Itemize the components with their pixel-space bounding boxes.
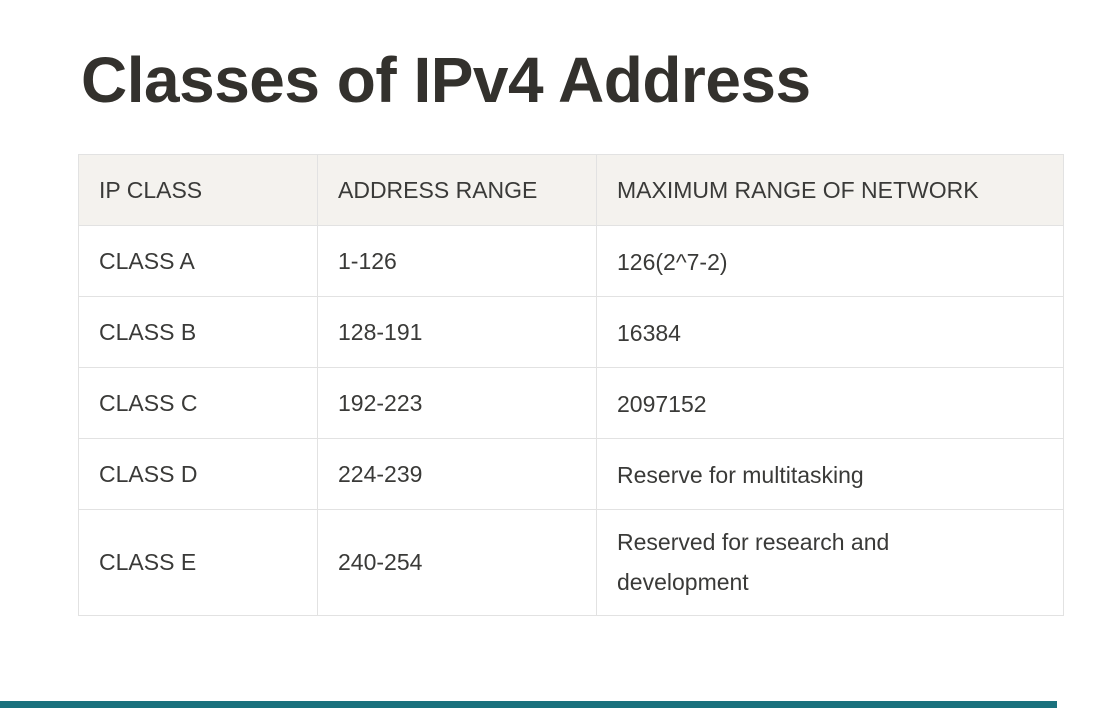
cell-max-range: Reserve for multitasking	[596, 437, 1064, 510]
cell-max-range-text: 2097152	[617, 390, 707, 417]
column-header-ip-class: IP CLASS	[78, 153, 318, 226]
cell-max-range: 16384	[596, 295, 1064, 368]
cell-address-range: 224-239	[317, 437, 597, 510]
cell-address-range: 1-126	[317, 224, 597, 297]
cell-class-name: CLASS D	[78, 437, 318, 510]
cell-address-range: 128-191	[317, 295, 597, 368]
table-row-class-b: CLASS B 128-191 16384	[78, 295, 1064, 368]
bottom-progress-bar	[0, 701, 1057, 708]
content-page: Classes of IPv4 Address IP CLASS ADDRESS…	[78, 44, 1064, 616]
table-row-class-d: CLASS D 224-239 Reserve for multitasking	[78, 437, 1064, 510]
cell-class-name: CLASS E	[78, 508, 318, 616]
ipv4-classes-table: IP CLASS ADDRESS RANGE MAXIMUM RANGE OF …	[78, 153, 1064, 616]
table-header-row: IP CLASS ADDRESS RANGE MAXIMUM RANGE OF …	[78, 153, 1064, 226]
cell-max-range-text: 16384	[617, 319, 681, 346]
column-header-address-range: ADDRESS RANGE	[317, 153, 597, 226]
cell-address-range: 192-223	[317, 366, 597, 439]
cell-max-range-text: Reserve for multitasking	[617, 461, 864, 488]
cell-class-name: CLASS A	[78, 224, 318, 297]
cell-max-range: Reserved for research and development	[596, 508, 1064, 616]
table-row-class-e: CLASS E 240-254 Reserved for research an…	[78, 508, 1064, 616]
table-row-class-a: CLASS A 1-126 126(2^7-2)	[78, 224, 1064, 297]
cell-max-range-text: 126(2^7-2)	[617, 248, 728, 275]
table-row-class-c: CLASS C 192-223 2097152	[78, 366, 1064, 439]
cell-max-range: 2097152	[596, 366, 1064, 439]
cell-class-name: CLASS C	[78, 366, 318, 439]
cell-max-range: 126(2^7-2)	[596, 224, 1064, 297]
cell-class-name: CLASS B	[78, 295, 318, 368]
page-title: Classes of IPv4 Address	[81, 44, 811, 116]
column-header-maximum-range-of-network: MAXIMUM RANGE OF NETWORK	[596, 153, 1064, 226]
cell-address-range: 240-254	[317, 508, 597, 616]
cell-max-range-text: Reserved for research and development	[617, 529, 890, 596]
